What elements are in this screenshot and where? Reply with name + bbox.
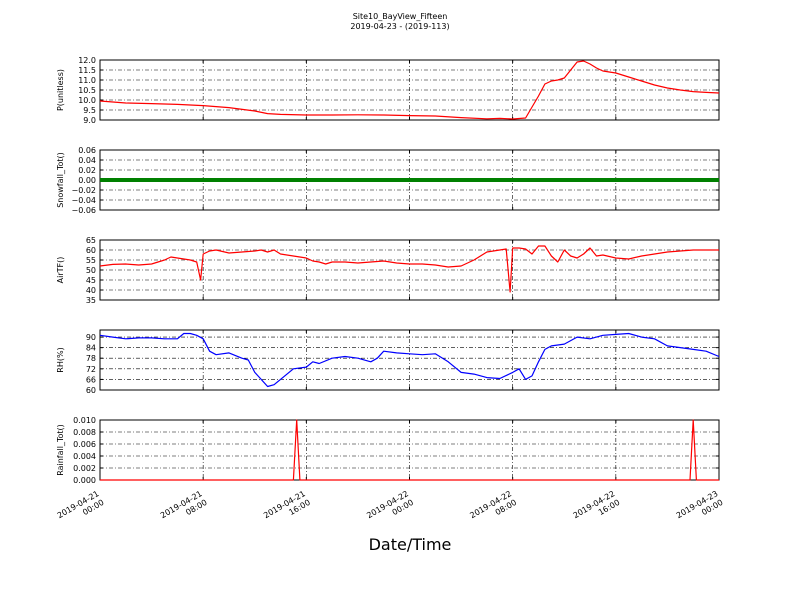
series-line: [99, 332, 720, 388]
y-tick-label: 9.0: [83, 116, 96, 125]
series-line: [100, 419, 719, 481]
x-axis-label: Date/Time: [369, 535, 452, 554]
y-tick-label: 90: [86, 333, 96, 342]
y-tick-label: 0.010: [73, 416, 96, 425]
y-tick-label: 66: [86, 375, 96, 384]
y-axis-label: Rainfall_Tot(): [56, 424, 65, 476]
series-line: [99, 245, 719, 293]
y-axis-label: P(unitless): [56, 69, 65, 111]
y-tick-label: 50: [86, 266, 96, 275]
y-tick-label: 0.00: [78, 176, 96, 185]
y-tick-label: 55: [86, 256, 96, 265]
chart-panels: 9.09.510.010.511.011.512.0 P(unitless) −0.…: [56, 56, 725, 520]
y-tick-label: 0.008: [73, 428, 96, 437]
y-tick-label: 78: [86, 354, 96, 363]
y-tick-label: 40: [86, 286, 96, 295]
chart-title: Site10_BayView_Fifteen: [353, 12, 448, 21]
y-tick-label: 0.06: [78, 146, 96, 155]
y-axis-label: Snowfall_Tot(): [56, 152, 65, 208]
y-tick-label: −0.06: [71, 206, 96, 215]
y-tick-label: 0.000: [73, 476, 96, 485]
panel-5: 0.000 0.002 0.004 0.006 0.008 0.010 Rainfall_T…: [56, 416, 720, 485]
panel-2: −0.06−0.04−0.020.000.020.040.06 Snowfall_…: [56, 146, 720, 215]
y-tick-label: 60: [86, 386, 96, 395]
y-tick-label: 0.02: [78, 166, 96, 175]
y-tick-label: 0.004: [73, 452, 96, 461]
y-axis-label: RH(%): [56, 347, 65, 372]
y-tick-label: 45: [86, 276, 96, 285]
panel-1: 9.09.510.010.511.011.512.0 P(unitless): [56, 56, 720, 125]
y-tick-label: −0.04: [71, 196, 96, 205]
y-tick-label: 0.04: [78, 156, 96, 165]
y-tick-label: −0.02: [71, 186, 96, 195]
y-tick-label: 60: [86, 246, 96, 255]
chart-subtitle: 2019-04-23 - (2019-113): [350, 22, 449, 31]
y-tick-label: 0.002: [73, 464, 96, 473]
y-tick-label: 12.0: [78, 56, 96, 65]
y-tick-label: 10.5: [78, 86, 96, 95]
y-tick-label: 11.0: [78, 76, 96, 85]
y-tick-label: 11.5: [78, 66, 96, 75]
y-tick-label: 0.006: [73, 440, 96, 449]
y-tick-label: 10.0: [78, 96, 96, 105]
y-axis-label: AirTF(): [56, 257, 65, 284]
y-tick-label: 65: [86, 236, 96, 245]
series-line: [99, 60, 720, 120]
y-tick-label: 84: [86, 344, 96, 353]
y-tick-label: 35: [86, 296, 96, 305]
y-tick-label: 72: [86, 365, 96, 374]
y-tick-label: 9.5: [83, 106, 96, 115]
